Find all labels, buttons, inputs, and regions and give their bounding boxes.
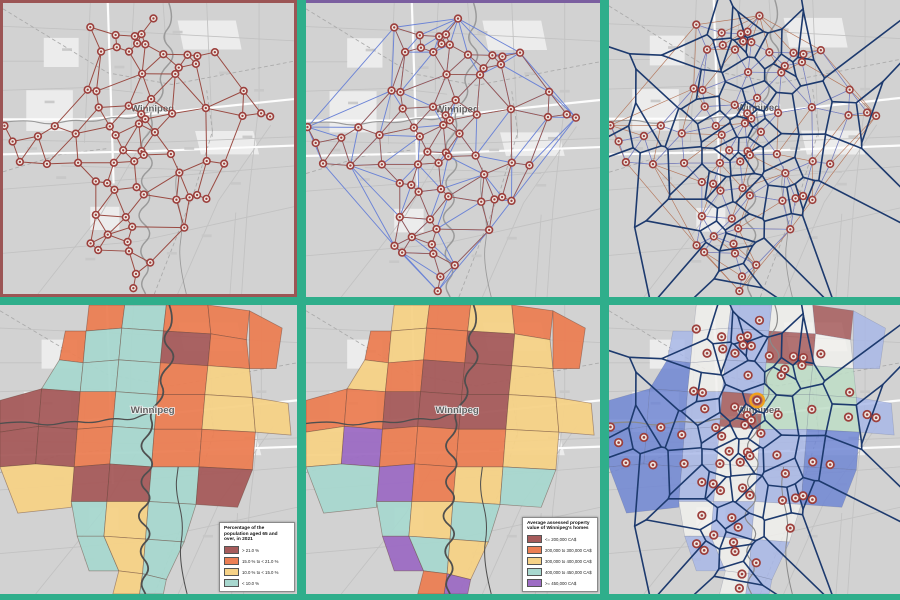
legend-item: <= 200,000 CA$ [527, 535, 593, 543]
legend-swatch [224, 557, 239, 565]
legend-label: > 21.0 % [242, 547, 260, 553]
panel-voronoi-choropleth: Winnipeg [609, 305, 900, 594]
legend-item: < 10.0 % [224, 579, 290, 587]
legend-age-rows: > 21.0 % 15.0 % to < 21.0 % 10.0 % to < 15… [224, 546, 290, 587]
voronoi-network-svg: Winnipeg [609, 0, 900, 297]
legend-age: Percentage of the population aged 65 and… [219, 521, 295, 592]
legend-item: > 21.0 % [224, 546, 290, 554]
legend-item: 10.0 % to < 15.0 % [224, 568, 290, 576]
legend-age-title: Percentage of the population aged 65 and… [224, 525, 278, 543]
city-label: Winnipeg [131, 405, 175, 416]
legend-label: 10.0 % to < 15.0 % [242, 569, 279, 575]
panel-delaunay-network: Winnipeg [306, 0, 600, 297]
voronoi-choropleth-svg: Winnipeg [609, 305, 900, 594]
legend-item: >= 450,000 CA$ [527, 579, 593, 587]
legend-value-title: Average assessed property value of Winni… [527, 520, 590, 532]
station-nodes-layer [3, 14, 275, 293]
choropleth-age-svg: Winnipeg [0, 305, 297, 594]
legend-swatch [527, 546, 542, 554]
legend-value: Average assessed property value of Winni… [522, 516, 598, 592]
legend-item: 400,000 to 450,000 CA$ [527, 568, 593, 576]
gabriel-network-svg: Winnipeg [3, 3, 294, 294]
legend-swatch [224, 546, 239, 554]
basemap-layer [3, 3, 294, 294]
legend-value-rows: <= 200,000 CA$ 200,000 to 300,000 CA$ 300,… [527, 535, 593, 587]
legend-item: 200,000 to 300,000 CA$ [527, 546, 593, 554]
highlighted-node-ring [749, 392, 766, 409]
legend-swatch [224, 579, 239, 587]
legend-swatch [527, 535, 542, 543]
legend-label: < 10.0 % [242, 580, 260, 586]
delaunay-network-svg: Winnipeg [306, 3, 600, 297]
choropleth-layer [0, 305, 292, 594]
legend-label: 300,000 to 400,000 CA$ [545, 558, 592, 564]
legend-item: 15.0 % to < 21.0 % [224, 557, 290, 565]
legend-swatch [224, 568, 239, 576]
legend-label: >= 450,000 CA$ [545, 580, 577, 586]
legend-label: 15.0 % to < 21.0 % [242, 558, 279, 564]
voronoi-edges-layer [609, 305, 900, 594]
river-layer [306, 305, 492, 594]
legend-item: 300,000 to 400,000 CA$ [527, 557, 593, 565]
city-label: Winnipeg [435, 405, 479, 416]
river-layer [0, 305, 188, 594]
legend-label: <= 200,000 CA$ [545, 536, 577, 542]
station-nodes-layer [609, 315, 881, 593]
station-nodes-layer [306, 14, 581, 296]
legend-swatch [527, 579, 542, 587]
voronoi-edges-layer [609, 0, 900, 297]
legend-swatch [527, 557, 542, 565]
panel-gabriel-network: Winnipeg [0, 0, 297, 297]
legend-label: 200,000 to 300,000 CA$ [545, 547, 592, 553]
station-nodes-layer [609, 11, 881, 296]
panel-choropleth-age: Winnipeg Percentage of the population ag… [0, 305, 297, 594]
panel-voronoi-network: Winnipeg [609, 0, 900, 297]
panel-choropleth-value: Winnipeg Average assessed property value… [306, 305, 600, 594]
choropleth-value-svg: Winnipeg [306, 305, 600, 594]
legend-label: 400,000 to 450,000 CA$ [545, 569, 592, 575]
legend-swatch [527, 568, 542, 576]
